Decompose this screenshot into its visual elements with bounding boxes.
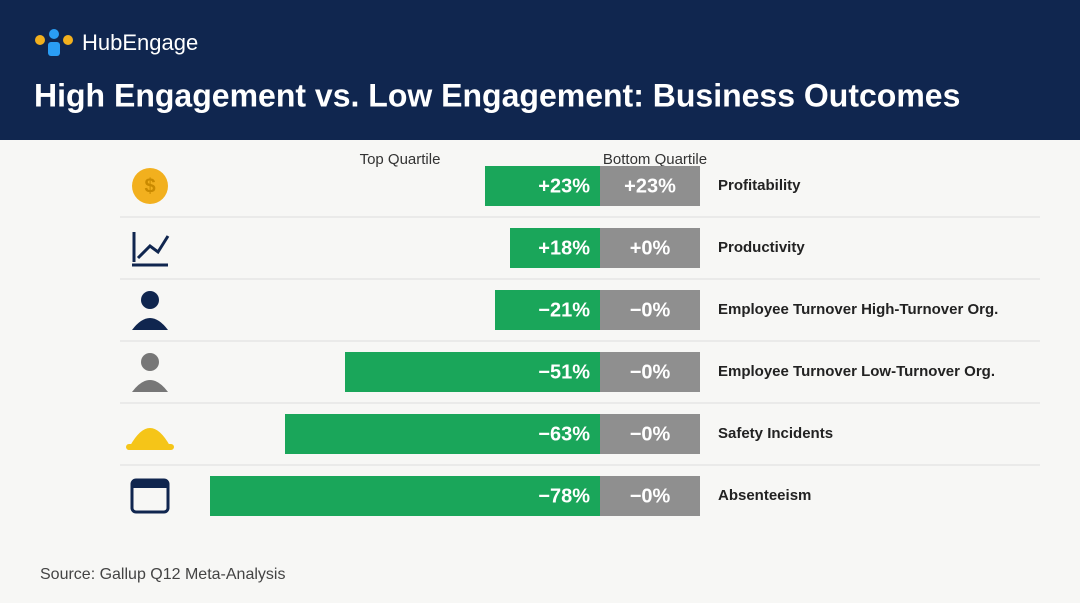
icons: $ [126, 168, 174, 514]
bar-bottom-quartile [600, 228, 700, 268]
bar-top-quartile [210, 476, 600, 516]
svg-text:$: $ [144, 175, 155, 197]
bar-bottom-quartile [600, 166, 700, 206]
bar-bottom-quartile [600, 414, 700, 454]
bar-top-quartile [485, 166, 600, 206]
bar-bottom-quartile [600, 290, 700, 330]
value-label: −0% [630, 423, 671, 445]
category-label: Employee Turnover High-Turnover Org. [718, 301, 998, 318]
source: Source: Gallup Q12 Meta-Analysis [40, 566, 285, 583]
value-label: −21% [538, 299, 590, 321]
value-label: +0% [630, 237, 671, 259]
brand: HubEngage [82, 30, 198, 55]
chart-title: High Engagement vs. Low Engagement: Busi… [34, 77, 960, 113]
bar-top-quartile [510, 228, 600, 268]
bar-top-quartile [285, 414, 600, 454]
value-label: −0% [630, 361, 671, 383]
legend-top: Top Quartile [360, 151, 441, 168]
value-label: +23% [624, 175, 676, 197]
legend-bottom: Bottom Quartile [603, 151, 707, 168]
category-label: Profitability [718, 177, 801, 194]
value-label: +18% [538, 237, 590, 259]
category-label: Absenteeism [718, 487, 811, 504]
value-label: −63% [538, 423, 590, 445]
bar-top-quartile [495, 290, 600, 330]
bar-bottom-quartile [600, 352, 700, 392]
category-label: Productivity [718, 239, 805, 256]
category-label: Employee Turnover Low-Turnover Org. [718, 363, 995, 380]
header [0, 0, 1080, 140]
value-label: −51% [538, 361, 590, 383]
value-label: +23% [538, 175, 590, 197]
bar-bottom-quartile [600, 476, 700, 516]
bar-top-quartile [345, 352, 600, 392]
category-label: Safety Incidents [718, 425, 833, 442]
value-label: −0% [630, 485, 671, 507]
logo-icon [35, 29, 73, 56]
value-label: −78% [538, 485, 590, 507]
value-label: −0% [630, 299, 671, 321]
